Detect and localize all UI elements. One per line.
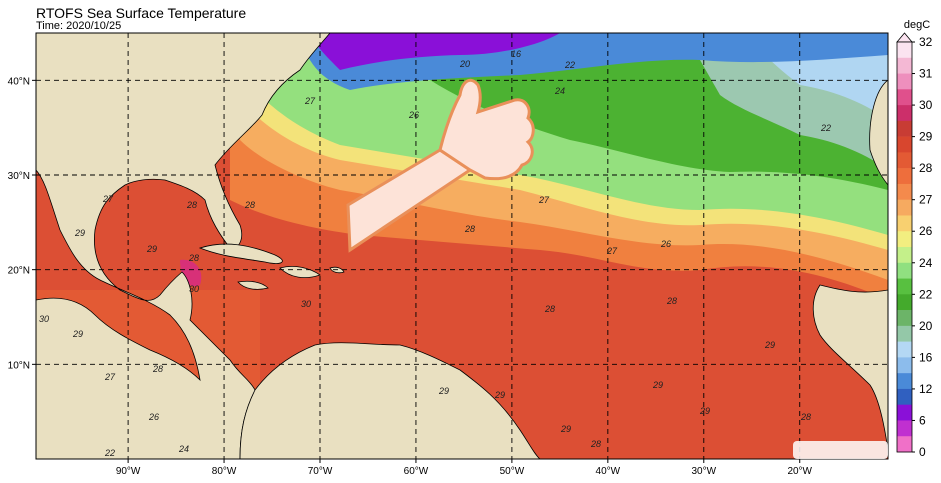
colorbar-swatch (897, 215, 912, 232)
contour-label: 28 (186, 200, 197, 210)
x-tick-label: 70°W (308, 466, 333, 477)
colorbar-tick-label: 26 (919, 224, 933, 238)
contour-label: 16 (511, 49, 521, 59)
colorbar-swatch (897, 199, 912, 216)
colorbar-tick-label: 30 (919, 98, 933, 112)
colorbar-swatch (897, 294, 912, 311)
contour-label: 24 (554, 86, 565, 96)
colorbar-swatch (897, 262, 912, 279)
colorbar-swatch (897, 89, 912, 106)
colorbar-swatch (897, 231, 912, 248)
colorbar-swatch (897, 42, 912, 59)
contour-label: 22 (820, 123, 831, 133)
contour-label: 29 (494, 390, 505, 400)
contour-label: 29 (74, 228, 85, 238)
contour-label: 30 (301, 299, 311, 309)
y-tick-label: 40°N (8, 76, 30, 87)
contour-label: 28 (666, 296, 677, 306)
colorbar-tick-label: 27 (919, 193, 933, 207)
colorbar-swatch (897, 373, 912, 390)
colorbar-swatch (897, 120, 912, 137)
colorbar-swatch (897, 310, 912, 327)
colorbar-swatch (897, 247, 912, 264)
colorbar-swatch (897, 73, 912, 90)
x-tick-label: 30°W (692, 466, 717, 477)
colorbar-tick-label: 22 (919, 287, 933, 301)
contour-label: 22 (564, 60, 575, 70)
colorbar-swatch (897, 341, 912, 358)
subtitle: Time: 2020/10/25 (36, 20, 121, 32)
contour-label: 29 (560, 424, 571, 434)
colorbar-frame (896, 41, 913, 453)
x-tick-label: 60°W (404, 466, 429, 477)
colorbar-tick-label: 16 (919, 350, 933, 364)
contour-label: 28 (800, 412, 811, 422)
colorbar-tick-label: 6 (919, 413, 926, 427)
colorbar-tick-label: 28 (919, 161, 933, 175)
contour-label: 27 (304, 96, 316, 106)
colorbar-swatch (897, 278, 912, 295)
contour-label: 30 (189, 284, 199, 294)
contour-label: 20 (459, 59, 470, 69)
colorbar-swatch (897, 325, 912, 342)
title: RTOFS Sea Surface Temperature (36, 5, 246, 21)
watermark (793, 441, 888, 459)
contour-label: 26 (148, 412, 159, 422)
colorbar-tick-label: 32 (919, 35, 933, 49)
x-tick-label: 40°W (596, 466, 621, 477)
contour-label: 28 (464, 224, 475, 234)
colorbar-tick-label: 31 (919, 67, 933, 81)
contour-label: 30 (39, 314, 49, 324)
colorbar-swatch (897, 388, 912, 405)
contour-label: 29 (72, 329, 83, 339)
contour-label: 27 (104, 372, 116, 382)
x-tick-label: 50°W (500, 466, 525, 477)
contour-label: 29 (699, 406, 710, 416)
colorbar-tick-label: 24 (919, 256, 933, 270)
colorbar-tick-label: 0 (919, 445, 926, 459)
colorbar-swatch (897, 404, 912, 421)
contour-label: 29 (764, 340, 775, 350)
contour-label: 28 (590, 439, 601, 449)
contour-label: 26 (408, 110, 419, 120)
land (36, 33, 888, 459)
x-tick-label: 20°W (787, 466, 812, 477)
contour-label: 24 (178, 444, 189, 454)
colorbar-swatch (897, 436, 912, 453)
colorbar-tick-label: 20 (919, 319, 933, 333)
contour-label: 29 (652, 380, 663, 390)
contour-label: 28 (244, 200, 255, 210)
colorbar-swatch (897, 57, 912, 74)
contour-label: 28 (544, 304, 555, 314)
colorbar-swatch (897, 152, 912, 169)
contour-label: 29 (146, 244, 157, 254)
x-tick-label: 90°W (116, 466, 141, 477)
x-tick-label: 80°W (212, 466, 237, 477)
colorbar-swatch (897, 183, 912, 200)
contour-label: 27 (538, 195, 550, 205)
colorbar-extend (896, 32, 913, 43)
contour-label: 28 (152, 364, 163, 374)
colorbar-swatch (897, 168, 912, 185)
contour-label: 22 (104, 448, 115, 458)
y-tick-label: 30°N (8, 171, 30, 182)
colorbar-swatch (897, 357, 912, 374)
thumbs-up (346, 78, 535, 253)
y-tick-label: 10°N (8, 360, 30, 371)
colorbar-swatch (897, 105, 912, 122)
colorbar-tick-label: 29 (919, 130, 933, 144)
y-tick-label: 20°N (8, 266, 30, 277)
contour-label: 27 (102, 194, 114, 204)
plot-frame (35, 32, 889, 460)
colorbar-swatch (897, 136, 912, 153)
contour-label: 28 (188, 253, 199, 263)
colorbar-tick-label: 12 (919, 382, 933, 396)
contour-label: 26 (660, 239, 671, 249)
contour-label: 27 (606, 246, 618, 256)
contour-label: 29 (438, 386, 449, 396)
colorbar-label: degC (904, 19, 930, 31)
colorbar-swatch (897, 420, 912, 437)
